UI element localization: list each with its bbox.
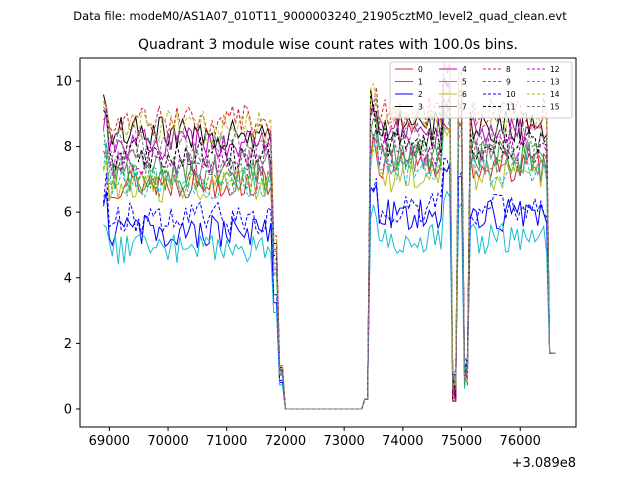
y-axis: 0 2 4 6 8 10 (55, 74, 80, 417)
x-tick-label: 69000 (89, 434, 130, 449)
legend-frame (389, 61, 573, 119)
series-line-1 (103, 106, 556, 410)
y-tick-label: 8 (64, 140, 72, 155)
x-axis: 69000 70000 71000 72000 73000 74000 75000 76000 (89, 427, 541, 449)
series-line-13 (103, 117, 556, 410)
series-line-7 (103, 110, 556, 410)
series-layer (103, 62, 556, 410)
legend-label-1: 1 (418, 78, 423, 87)
x-axis-offset-label: +3.089e8 (512, 456, 576, 471)
series-line-5 (103, 190, 556, 410)
y-tick-label: 10 (55, 74, 72, 89)
x-tick-label: 71000 (206, 434, 247, 449)
series-line-15 (103, 87, 556, 410)
legend-label-5: 5 (462, 78, 467, 87)
legend-label-9: 9 (506, 78, 511, 87)
legend-label-10: 10 (506, 90, 516, 99)
x-tick-label: 76000 (500, 434, 541, 449)
x-tick-label: 70000 (147, 434, 188, 449)
y-tick-label: 0 (64, 402, 72, 417)
legend-label-4: 4 (462, 65, 467, 74)
legend-label-13: 13 (550, 78, 560, 87)
legend-label-14: 14 (550, 90, 560, 99)
legend-label-7: 7 (462, 103, 467, 112)
series-line-10 (103, 158, 556, 410)
x-tick-label: 73000 (323, 434, 364, 449)
plot-frame (79, 57, 577, 428)
y-tick-label: 2 (64, 337, 72, 352)
legend-label-2: 2 (418, 90, 423, 99)
legend-label-11: 11 (506, 103, 516, 112)
suptitle: Data file: modeM0/AS1A07_010T11_90000032… (73, 9, 567, 23)
y-tick-label: 6 (64, 206, 72, 221)
legend-label-0: 0 (418, 65, 423, 74)
series-line-9 (103, 106, 556, 410)
chart-title: Quadrant 3 module wise count rates with … (138, 37, 518, 53)
x-tick-label: 74000 (382, 434, 423, 449)
legend-label-6: 6 (462, 90, 467, 99)
y-tick-label: 4 (64, 271, 72, 286)
legend-label-8: 8 (506, 65, 511, 74)
x-tick-label: 75000 (441, 434, 482, 449)
x-tick-label: 72000 (265, 434, 306, 449)
legend-label-3: 3 (418, 103, 423, 112)
legend-label-15: 15 (550, 103, 560, 112)
legend-label-12: 12 (550, 65, 560, 74)
series-line-2 (103, 163, 556, 410)
